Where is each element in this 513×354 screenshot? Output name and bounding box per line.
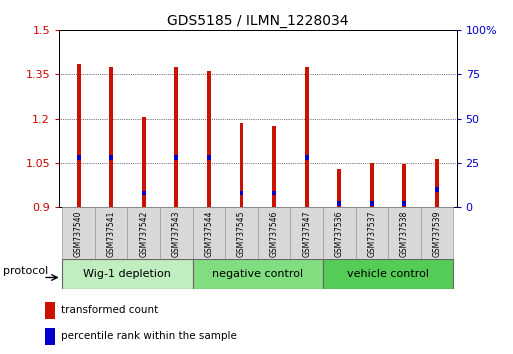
Bar [305, 67, 309, 207]
Bar [356, 207, 388, 260]
Bar [62, 207, 95, 260]
Text: GSM737538: GSM737538 [400, 210, 409, 257]
Text: percentile rank within the sample: percentile rank within the sample [61, 331, 236, 341]
Bar [174, 155, 179, 160]
Bar [45, 302, 55, 319]
Bar [290, 207, 323, 260]
Bar [76, 64, 81, 207]
Bar [225, 207, 258, 260]
Bar [142, 117, 146, 207]
Bar [388, 207, 421, 260]
Bar [403, 164, 406, 207]
Text: GSM737545: GSM737545 [237, 210, 246, 257]
Text: GSM737540: GSM737540 [74, 210, 83, 257]
Bar [95, 207, 127, 260]
Text: GSM737542: GSM737542 [139, 210, 148, 257]
Bar [323, 259, 453, 289]
Bar [127, 207, 160, 260]
Bar [76, 155, 81, 160]
Bar [272, 126, 276, 207]
Text: GSM737539: GSM737539 [432, 210, 442, 257]
Text: transformed count: transformed count [61, 305, 158, 315]
Bar [240, 123, 244, 207]
Bar [272, 190, 276, 195]
Bar [142, 190, 146, 195]
Text: GSM737543: GSM737543 [172, 210, 181, 257]
Text: vehicle control: vehicle control [347, 269, 429, 279]
Bar [240, 190, 244, 195]
Text: GSM737541: GSM737541 [107, 210, 115, 257]
Bar [370, 201, 374, 206]
Bar [62, 259, 192, 289]
Title: GDS5185 / ILMN_1228034: GDS5185 / ILMN_1228034 [167, 14, 348, 28]
Bar [435, 187, 439, 192]
Bar [109, 155, 113, 160]
Bar [403, 201, 406, 206]
Text: negative control: negative control [212, 269, 303, 279]
Bar [435, 159, 439, 207]
Bar [174, 67, 179, 207]
Text: GSM737546: GSM737546 [269, 210, 279, 257]
Bar [192, 207, 225, 260]
Bar [421, 207, 453, 260]
Bar [323, 207, 356, 260]
Text: GSM737544: GSM737544 [204, 210, 213, 257]
Text: protocol: protocol [3, 266, 48, 275]
Bar [207, 72, 211, 207]
Bar [192, 259, 323, 289]
Text: GSM737537: GSM737537 [367, 210, 377, 257]
Text: GSM737536: GSM737536 [335, 210, 344, 257]
Bar [258, 207, 290, 260]
Bar [160, 207, 192, 260]
Bar [207, 155, 211, 160]
Bar [305, 155, 309, 160]
Bar [338, 169, 341, 207]
Bar [45, 328, 55, 345]
Text: Wig-1 depletion: Wig-1 depletion [84, 269, 171, 279]
Text: GSM737547: GSM737547 [302, 210, 311, 257]
Bar [370, 164, 374, 207]
Bar [109, 67, 113, 207]
Bar [338, 201, 341, 206]
